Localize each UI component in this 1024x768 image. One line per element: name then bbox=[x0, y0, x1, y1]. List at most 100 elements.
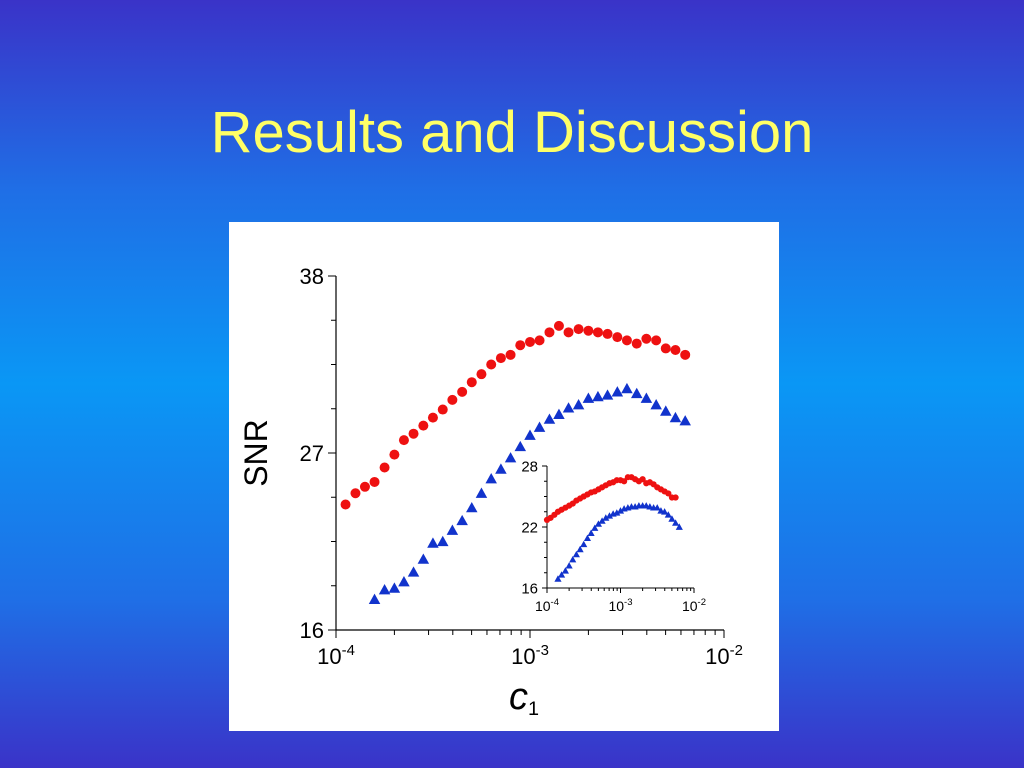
main-y-axis-label: SNR bbox=[238, 419, 274, 487]
inset-point-triangle bbox=[561, 567, 569, 574]
main-point-triangle bbox=[572, 398, 585, 410]
inset-point-triangle bbox=[591, 524, 599, 531]
inset-point-triangle bbox=[580, 540, 588, 548]
main-point-circle bbox=[680, 349, 691, 360]
inset-point-triangle bbox=[587, 529, 595, 536]
main-point-triangle bbox=[436, 535, 449, 547]
inset-point-triangle bbox=[675, 523, 683, 530]
main-point-triangle bbox=[533, 421, 546, 432]
main-point-triangle bbox=[427, 537, 439, 548]
inset-point-triangle bbox=[613, 509, 621, 516]
main-point-circle bbox=[408, 428, 419, 439]
main-point-triangle bbox=[495, 463, 507, 474]
inset-point-triangle bbox=[616, 507, 625, 514]
main-point-circle bbox=[476, 369, 487, 380]
main-y-tick-label: 16 bbox=[300, 618, 324, 643]
inset-point-triangle bbox=[572, 550, 580, 558]
main-point-circle bbox=[553, 320, 564, 331]
inset-point-triangle bbox=[598, 517, 606, 524]
main-point-circle bbox=[631, 338, 642, 349]
main-point-circle bbox=[466, 377, 477, 388]
main-x-tick-label: 10-2 bbox=[705, 642, 743, 669]
main-point-triangle bbox=[378, 584, 391, 595]
inset-point-triangle bbox=[664, 511, 672, 518]
main-point-triangle bbox=[679, 415, 691, 426]
main-point-triangle bbox=[514, 440, 527, 452]
inset-point-circle bbox=[672, 494, 679, 501]
main-point-triangle bbox=[485, 472, 497, 484]
main-point-circle bbox=[544, 327, 555, 338]
main-point-circle bbox=[602, 328, 613, 339]
main-point-triangle bbox=[660, 405, 672, 416]
main-point-circle bbox=[583, 325, 594, 336]
inset-point-triangle bbox=[602, 514, 610, 521]
inset-x-tick-label: 10-2 bbox=[682, 597, 706, 614]
inset-y-tick-label: 22 bbox=[521, 519, 538, 536]
slide-title: Results and Discussion bbox=[210, 100, 814, 165]
inset-point-triangle bbox=[565, 562, 573, 569]
main-point-circle bbox=[389, 449, 400, 460]
main-point-circle bbox=[359, 481, 370, 492]
main-point-triangle bbox=[504, 452, 517, 463]
main-chart: 16 27 38 10-4 10-3 10-2 SNR c1 bbox=[238, 264, 743, 720]
inset-point-circle bbox=[639, 476, 646, 483]
inset-x-tick-label: 10-3 bbox=[608, 597, 632, 614]
main-point-triangle bbox=[417, 553, 430, 564]
main-point-triangle bbox=[562, 402, 575, 413]
main-point-circle bbox=[534, 335, 545, 346]
main-point-circle bbox=[641, 333, 652, 344]
main-point-triangle bbox=[601, 389, 614, 400]
main-point-circle bbox=[379, 462, 390, 473]
main-point-circle bbox=[651, 335, 662, 346]
main-point-triangle bbox=[611, 386, 624, 397]
inset-point-triangle bbox=[653, 504, 661, 511]
inset-point-triangle bbox=[672, 519, 680, 526]
inset-y-tick-label: 28 bbox=[521, 458, 538, 475]
main-point-circle bbox=[486, 359, 497, 370]
main-point-triangle bbox=[368, 593, 381, 605]
main-point-triangle bbox=[582, 392, 595, 403]
inset-point-triangle bbox=[605, 512, 614, 519]
main-point-circle bbox=[369, 476, 380, 487]
main-point-triangle bbox=[388, 582, 401, 593]
inset-point-triangle bbox=[554, 575, 562, 582]
main-point-triangle bbox=[466, 501, 478, 513]
main-point-circle bbox=[398, 435, 409, 446]
inset-point-triangle bbox=[668, 515, 676, 522]
main-point-triangle bbox=[475, 487, 488, 498]
main-point-circle bbox=[592, 327, 603, 338]
main-point-circle bbox=[612, 332, 623, 343]
main-point-circle bbox=[505, 349, 516, 360]
inset-point-triangle bbox=[583, 534, 592, 542]
main-point-circle bbox=[563, 327, 574, 338]
inset-y-tick-label: 16 bbox=[521, 580, 538, 597]
main-point-circle bbox=[525, 336, 535, 347]
main-point-circle bbox=[350, 488, 361, 499]
main-point-circle bbox=[573, 324, 584, 335]
inset-chart: 16 22 28 10-4 10-3 10-2 bbox=[521, 458, 706, 614]
main-point-circle bbox=[515, 340, 526, 351]
main-point-circle bbox=[447, 394, 458, 405]
main-point-circle bbox=[660, 343, 671, 354]
main-y-tick-label: 27 bbox=[300, 441, 324, 466]
main-x-tick-label: 10-4 bbox=[317, 642, 355, 669]
main-point-triangle bbox=[621, 382, 633, 394]
main-point-circle bbox=[457, 386, 468, 397]
main-point-triangle bbox=[553, 408, 565, 419]
main-y-tick-label: 38 bbox=[300, 264, 324, 289]
inset-point-triangle bbox=[594, 520, 603, 527]
main-point-triangle bbox=[407, 566, 420, 577]
main-point-circle bbox=[340, 499, 351, 510]
main-point-triangle bbox=[524, 429, 536, 440]
main-point-triangle bbox=[669, 411, 682, 423]
inset-point-triangle bbox=[661, 508, 669, 515]
inset-point-triangle bbox=[558, 571, 566, 578]
main-point-triangle bbox=[592, 390, 604, 402]
main-point-circle bbox=[418, 420, 429, 431]
main-point-triangle bbox=[650, 398, 662, 410]
inset-point-circle bbox=[665, 490, 672, 497]
main-point-triangle bbox=[398, 575, 410, 587]
scatter-chart: 16 27 38 10-4 10-3 10-2 SNR c1 16 22 28 10-4 10-3 10… bbox=[238, 264, 743, 720]
main-x-axis-label: c1 bbox=[509, 676, 539, 720]
inset-x-tick-label: 10-4 bbox=[535, 597, 560, 614]
